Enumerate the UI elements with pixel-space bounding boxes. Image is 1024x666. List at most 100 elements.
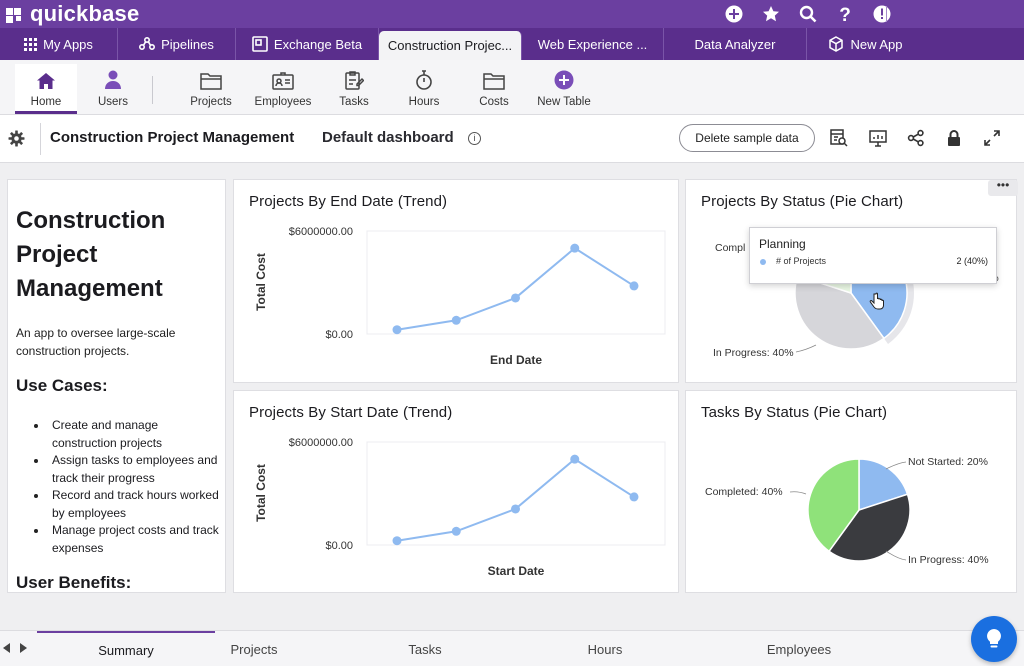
series-line [396, 246, 635, 331]
svg-text:?: ? [839, 5, 851, 23]
add-circle-icon[interactable] [724, 4, 744, 24]
quickbase-logo[interactable]: quickbase [6, 0, 139, 28]
use-cases-list: Create and manage construction projects … [32, 417, 222, 557]
tab-label: My Apps [43, 36, 93, 52]
dashboard-selector[interactable]: Default dashboard [322, 129, 454, 146]
tab-summary[interactable]: Summary [37, 631, 215, 666]
label-leader-line [789, 491, 807, 495]
ribbon-label: Employees [254, 96, 312, 108]
ribbon-tasks[interactable]: Tasks [326, 64, 382, 114]
widget-title: Projects By Status (Pie Chart) [701, 193, 904, 210]
tooltip-title: Planning [759, 237, 806, 251]
pie-slice [827, 493, 911, 562]
search-icon[interactable] [798, 4, 818, 24]
home-icon [37, 73, 55, 89]
pie-slice [858, 458, 909, 512]
tab-hours[interactable]: Hours [587, 641, 623, 657]
data-point [511, 504, 520, 514]
y-tick-label: $0.00 [325, 329, 353, 341]
exchange-icon [252, 36, 268, 52]
user-icon [105, 70, 121, 89]
slice-label: Compl [715, 242, 745, 254]
ribbon-projects[interactable]: Projects [182, 64, 240, 114]
pipelines-icon [139, 37, 156, 50]
tab-new-app[interactable]: New App [807, 28, 924, 60]
ribbon-hours[interactable]: Hours [396, 64, 452, 114]
y-axis-label: Total Cost [254, 253, 268, 311]
ribbon-new-table[interactable]: New Table [532, 64, 596, 114]
slice-label: In Progress: 40% [713, 347, 794, 359]
star-icon[interactable] [761, 4, 781, 24]
ribbon-costs[interactable]: Costs [466, 64, 522, 114]
help-icon[interactable]: ? [835, 4, 855, 24]
folder-icon [200, 73, 222, 90]
alert-icon[interactable] [872, 4, 892, 24]
clipboard-icon [345, 71, 364, 90]
presentation-icon[interactable] [868, 128, 888, 148]
start-date-trend-widget: Projects By Start Date (Trend) $6000000.… [233, 390, 679, 593]
x-axis-label: Start Date [488, 564, 545, 578]
delete-sample-data-button[interactable]: Delete sample data [679, 124, 815, 152]
description-title: Construction Project Management [16, 207, 166, 302]
data-point [570, 454, 580, 464]
hand-cursor-icon [869, 292, 884, 310]
tab-web-experience[interactable]: Web Experience ... [522, 28, 664, 60]
ribbon-users[interactable]: Users [84, 64, 142, 114]
list-item: Assign tasks to employees and track thei… [32, 452, 222, 487]
y-tick-label: $0.00 [325, 540, 353, 552]
expand-icon[interactable] [982, 128, 1002, 148]
lightbulb-icon [987, 629, 1001, 648]
plot-area [366, 441, 666, 546]
slice-label: Not Started: 20% [908, 456, 988, 468]
tab-projects[interactable]: Projects [230, 641, 278, 657]
more-options-button[interactable]: ••• [988, 179, 1018, 196]
dashboard-header: Construction Project Management Default … [0, 115, 1024, 163]
y-tick-label: $6000000.00 [289, 226, 353, 238]
report-search-icon[interactable] [829, 128, 849, 148]
data-point [511, 293, 520, 303]
report-tabs: Summary Projects Tasks Hours Employees [0, 630, 1024, 666]
data-point [451, 315, 461, 325]
tab-pipelines[interactable]: Pipelines [118, 28, 236, 60]
lock-icon[interactable] [944, 128, 964, 148]
divider [886, 6, 887, 22]
scroll-right-icon[interactable] [20, 643, 27, 653]
top-bar: quickbase ? [0, 0, 1024, 28]
add-circle-icon [554, 70, 574, 90]
tab-exchange[interactable]: Exchange Beta [236, 28, 379, 60]
data-point [392, 325, 402, 335]
ribbon-divider [152, 76, 153, 104]
ribbon-employees[interactable]: Employees [250, 64, 316, 114]
tab-employees[interactable]: Employees [766, 641, 832, 657]
scroll-left-icon[interactable] [3, 643, 10, 653]
info-icon[interactable]: i [468, 132, 481, 145]
widget-title: Tasks By Status (Pie Chart) [701, 404, 888, 421]
tab-data-analyzer[interactable]: Data Analyzer [664, 28, 807, 60]
app-tabs: My Apps Pipelines Exchange Beta Construc… [0, 28, 1024, 60]
legend-dot [760, 259, 766, 265]
tab-tasks[interactable]: Tasks [408, 641, 442, 657]
ribbon-label: New Table [537, 96, 591, 108]
table-ribbon: Home Users Projects Employees Tasks Hour… [0, 60, 1024, 115]
id-card-icon [272, 72, 294, 90]
share-icon[interactable] [906, 128, 926, 148]
lightbulb-help-button[interactable] [971, 616, 1017, 662]
tooltip-label: # of Projects [776, 256, 827, 266]
slice-label: In Progress: 40% [908, 554, 989, 566]
gear-icon[interactable] [8, 130, 25, 152]
tooltip-value: 2 (40%) [956, 256, 988, 266]
cube-icon [829, 36, 844, 52]
tab-construction-project[interactable]: Construction Projec... [379, 31, 522, 60]
data-point [570, 243, 580, 253]
end-date-line-chart: $6000000.00 $0.00 Total Cost End Date [254, 226, 666, 367]
app-description-widget: Construction Project Management An app t… [7, 179, 226, 593]
y-axis-label: Total Cost [254, 464, 268, 522]
tab-my-apps[interactable]: My Apps [0, 28, 118, 60]
slice-label: Completed: 40% [705, 486, 783, 498]
label-leader-line [795, 344, 817, 353]
task-status-widget: Tasks By Status (Pie Chart) Not Started:… [685, 390, 1017, 593]
y-tick-label: $6000000.00 [289, 437, 353, 449]
ribbon-label: Users [97, 96, 129, 108]
ribbon-label: Hours [408, 96, 440, 108]
ribbon-home[interactable]: Home [15, 64, 77, 114]
